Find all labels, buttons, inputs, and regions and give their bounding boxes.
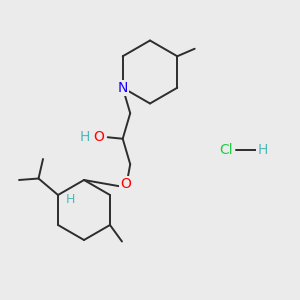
Text: Cl: Cl <box>220 143 233 157</box>
Text: H: H <box>257 143 268 157</box>
Text: H: H <box>80 130 90 144</box>
Text: O: O <box>93 130 104 144</box>
Text: O: O <box>120 177 131 191</box>
Text: N: N <box>118 81 128 95</box>
Text: H: H <box>65 193 75 206</box>
